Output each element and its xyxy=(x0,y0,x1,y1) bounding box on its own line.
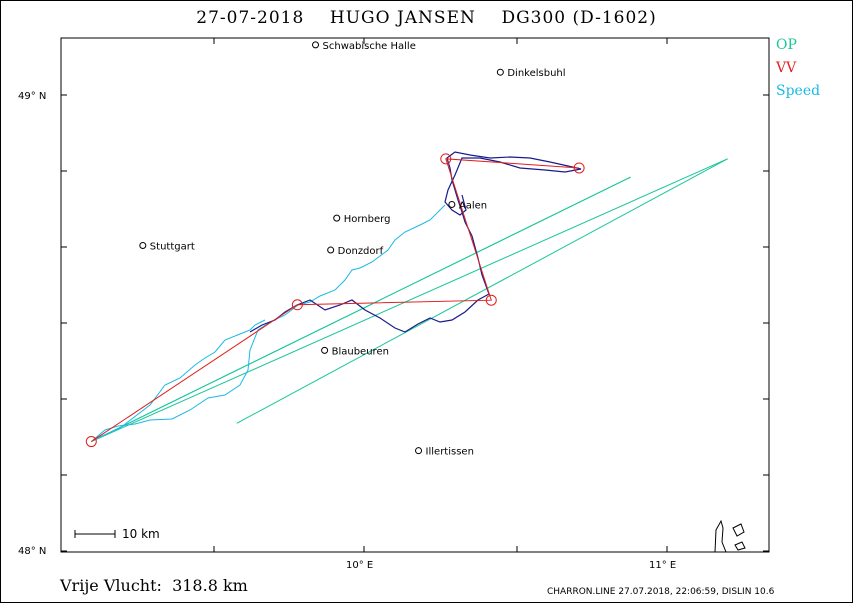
town-label: Hornberg xyxy=(344,214,391,225)
town-label: Donzdorf xyxy=(338,246,384,257)
scale-bar: 10 km xyxy=(74,527,160,541)
turnpoint-circle-3 xyxy=(440,153,452,165)
op-lines xyxy=(91,158,728,443)
town-marker-icon xyxy=(139,241,147,249)
town-label: Stuttgart xyxy=(150,241,195,252)
turnpoint-circle-2 xyxy=(485,294,497,306)
town-marker-icon xyxy=(415,447,423,455)
town-marker-icon xyxy=(321,346,329,354)
legend-op: OP xyxy=(776,37,797,53)
track-path-start xyxy=(249,304,298,333)
town-marker-icon xyxy=(312,41,320,49)
lon-label-11: 11° E xyxy=(649,560,676,571)
town-marker-icon xyxy=(327,246,335,254)
free-flight-distance: Vrije Vlucht: 318.8 km xyxy=(60,576,248,595)
flight-title: 27-07-2018 HUGO JANSEN DG300 (D-1602) xyxy=(196,8,657,28)
town-label: Blaubeuren xyxy=(332,346,389,357)
legend-speed: Speed xyxy=(776,83,821,99)
vv-task-line xyxy=(91,158,580,442)
turnpoint-circle-4 xyxy=(573,162,585,174)
town-marker-icon xyxy=(448,200,456,208)
footer-info: CHARRON.LINE 27.07.2018, 22:06:59, DISLI… xyxy=(547,587,775,597)
speed-path-2 xyxy=(92,319,266,441)
town-marker-icon xyxy=(333,214,341,222)
axis-ticks xyxy=(61,38,769,552)
towns: Schwabische Halle Dinkelsbuhl Hornberg Stut… xyxy=(139,41,566,458)
scale-bar-label: 10 km xyxy=(122,527,160,541)
turnpoint-circle-1 xyxy=(291,299,303,311)
town-marker-icon xyxy=(496,68,504,76)
lon-label-10: 10° E xyxy=(346,560,373,571)
speed-track xyxy=(92,204,446,441)
town-label: Schwabische Halle xyxy=(323,41,416,52)
map-plot-border xyxy=(60,37,770,553)
speed-path-1 xyxy=(92,204,446,441)
lat-label-48: 48° N xyxy=(18,546,46,557)
turnpoint-circle-0 xyxy=(85,436,97,448)
legend-vv: VV xyxy=(776,60,797,76)
op-line-3 xyxy=(91,158,728,443)
lake-outline xyxy=(714,519,746,553)
town-label: Aalen xyxy=(459,200,487,211)
vv-task xyxy=(85,153,585,448)
op-line-1 xyxy=(91,176,631,443)
track-path xyxy=(296,151,582,333)
legend: OP VV Speed xyxy=(776,34,820,103)
lat-label-49: 49° N xyxy=(18,91,46,102)
op-line-2 xyxy=(236,158,728,424)
town-label: Dinkelsbuhl xyxy=(507,68,565,79)
town-label: Illertissen xyxy=(426,447,474,458)
